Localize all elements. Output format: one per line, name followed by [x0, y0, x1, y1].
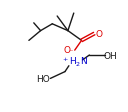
Text: O: O	[63, 45, 70, 54]
Text: O: O	[96, 30, 103, 39]
Text: HO: HO	[36, 74, 49, 83]
Text: $^+$H$_2$N: $^+$H$_2$N	[61, 56, 88, 69]
Text: ⁻: ⁻	[69, 47, 73, 56]
Text: OH: OH	[104, 51, 118, 60]
